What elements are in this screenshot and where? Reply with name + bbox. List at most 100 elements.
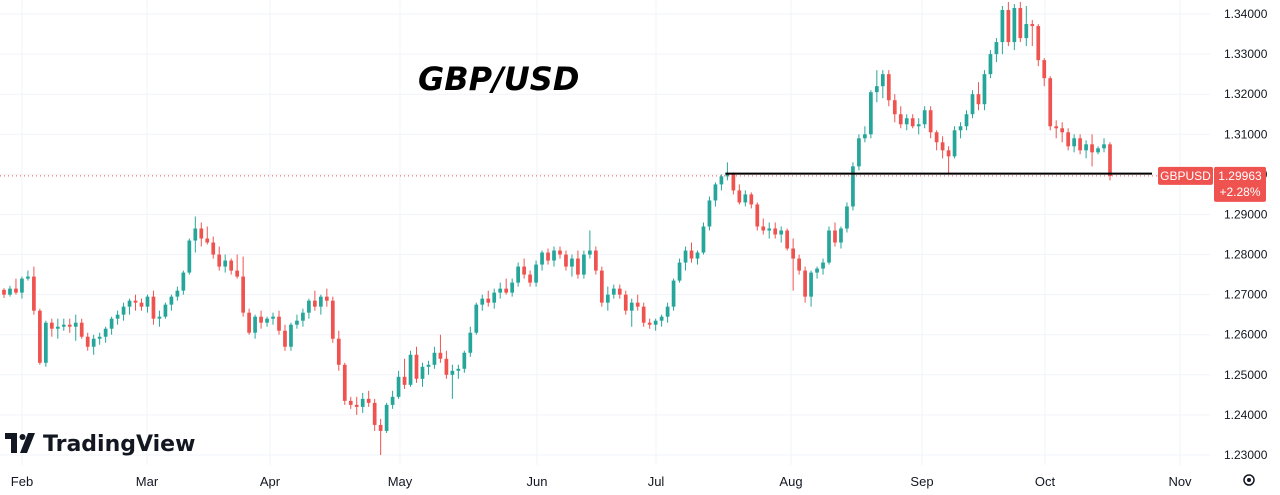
candle [851,162,855,211]
y-tick-label: 1.27000 [1224,288,1268,302]
candle [1000,6,1005,55]
candle [169,294,174,311]
candle [1060,122,1065,143]
candle-body [713,184,718,201]
candle-body [378,424,383,431]
candle-body [611,288,616,295]
candle-body [468,332,473,353]
candle-body [169,296,174,305]
candle [271,312,275,325]
candle-body [701,226,706,253]
candle-body [749,194,754,205]
candle-body [623,294,628,311]
candle-body [8,288,12,295]
candle-body [79,322,84,337]
candle-body [1096,148,1100,153]
candle [1006,2,1011,47]
candle [869,90,873,139]
candle [91,334,96,355]
candle [319,294,323,315]
candle [277,310,281,335]
candle-body [671,280,676,307]
candle [504,278,509,295]
price-axis[interactable]: 1.340001.330001.320001.310001.300001.290… [1158,7,1268,462]
candle [922,106,927,129]
symbol-badge-bg [1158,166,1213,185]
candle [1036,24,1041,67]
candle-body [1006,10,1011,43]
candle-body [390,396,395,405]
candle-body [366,398,371,403]
candle-body [940,142,945,151]
candle [456,364,461,379]
candle-body [97,336,102,339]
candle-body [588,250,592,255]
candle [38,308,42,365]
symbol-badge[interactable]: GBPUSD [1158,166,1213,185]
candle-body [904,118,909,125]
candle-body [731,174,736,191]
candle-body [73,322,78,327]
candle [432,346,437,369]
candle [301,308,305,327]
candle [109,316,114,335]
candle-body [253,316,257,333]
candle-body [474,304,479,333]
candle [26,270,30,281]
candle [767,222,772,239]
candle-body [970,94,975,115]
candle [1024,6,1029,47]
candle-body [707,200,712,227]
candle-body [20,278,24,293]
settings-icon[interactable] [1243,474,1255,486]
candle [396,370,401,399]
candle [958,122,963,139]
candle-body [516,266,520,283]
candle [570,254,574,277]
tradingview-logo[interactable]: TradingView [5,432,195,457]
y-tick-label: 1.29000 [1224,207,1268,221]
symbol-badge-label: GBPUSD [1160,169,1211,183]
candle [731,172,736,195]
candle [223,254,228,273]
candle-body [665,306,670,317]
candle [617,284,622,299]
candle [809,270,813,307]
candle-body [570,258,574,267]
time-axis[interactable]: Feb Mar Apr May Jun Jul Aug Sep Oct Nov [11,474,1192,489]
candle [821,258,825,275]
candle-body [976,94,981,105]
candle-body [498,288,503,293]
candle-body [934,132,939,143]
candle [629,298,634,327]
candle-body [1066,132,1071,147]
candle [474,302,479,335]
candle [229,258,234,275]
candle-body [289,324,293,347]
candle [211,236,216,259]
candle [976,82,981,111]
candle [307,298,311,319]
candle-body [283,330,287,347]
candle [2,288,6,298]
candle [1084,140,1088,159]
candle-body [1036,26,1041,61]
last-price-badge[interactable]: 1.29963 +2.28% [1214,166,1266,202]
candle [20,276,24,299]
candle-body [384,404,389,431]
candle-body [779,230,784,235]
candle-body [821,262,825,269]
candle-body [755,204,760,227]
candle [181,270,186,295]
candle-body [1048,78,1053,127]
candle-body [540,252,544,265]
y-tick-label: 1.32000 [1224,87,1268,101]
candle [259,310,263,329]
candle-body [133,300,138,303]
candle-body [438,352,443,359]
candle [534,260,538,287]
candle-body [205,238,210,243]
candle-body [1072,138,1076,147]
candle [689,242,694,263]
